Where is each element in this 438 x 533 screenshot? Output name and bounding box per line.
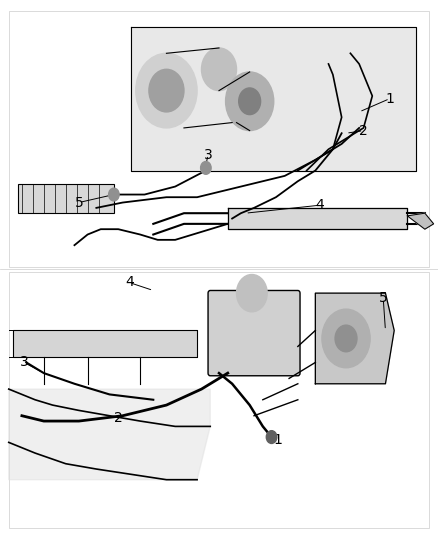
FancyBboxPatch shape <box>208 290 300 376</box>
Text: 4: 4 <box>315 198 324 212</box>
FancyBboxPatch shape <box>18 184 114 213</box>
Text: 5: 5 <box>379 292 388 305</box>
FancyBboxPatch shape <box>9 272 429 528</box>
Text: 1: 1 <box>274 433 283 447</box>
Circle shape <box>322 309 370 368</box>
Polygon shape <box>9 389 210 480</box>
Text: 5: 5 <box>74 196 83 209</box>
FancyBboxPatch shape <box>13 330 197 357</box>
Circle shape <box>201 48 237 91</box>
Circle shape <box>237 274 267 312</box>
Circle shape <box>149 69 184 112</box>
Circle shape <box>201 161 211 174</box>
Circle shape <box>266 431 277 443</box>
FancyBboxPatch shape <box>9 11 429 266</box>
Text: 3: 3 <box>20 356 28 369</box>
Text: 3: 3 <box>204 148 212 161</box>
Polygon shape <box>131 27 416 171</box>
Text: 2: 2 <box>359 124 368 138</box>
Text: 2: 2 <box>114 411 123 425</box>
Circle shape <box>335 325 357 352</box>
Circle shape <box>239 88 261 115</box>
Polygon shape <box>407 213 434 229</box>
Polygon shape <box>228 208 407 229</box>
Circle shape <box>226 72 274 131</box>
Polygon shape <box>315 293 394 384</box>
Circle shape <box>109 188 119 201</box>
Text: 4: 4 <box>125 276 134 289</box>
Circle shape <box>136 53 197 128</box>
Text: 1: 1 <box>385 92 394 106</box>
